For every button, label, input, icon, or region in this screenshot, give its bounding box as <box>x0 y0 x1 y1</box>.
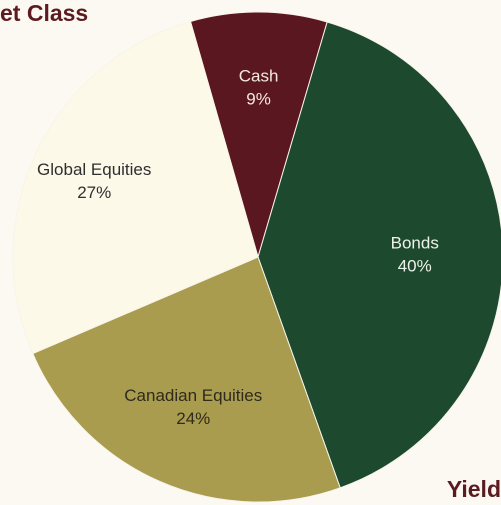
section-heading-asset-class: et Class <box>0 0 89 26</box>
pie-slice-cash <box>189 11 328 259</box>
slice-label-global-equities: Global Equities <box>37 160 151 179</box>
slice-value-cash: 9% <box>246 90 271 109</box>
slice-label-cash: Cash <box>239 67 279 86</box>
pie-slice-global-equities <box>12 20 259 355</box>
slice-value-canadian-equities: 24% <box>176 409 210 428</box>
slice-label-bonds: Bonds <box>391 234 439 253</box>
pie-slice-canadian-equities <box>32 256 341 503</box>
section-heading-yield: Yield <box>446 476 501 502</box>
slice-value-bonds: 40% <box>398 257 432 276</box>
slice-value-global-equities: 27% <box>77 183 111 202</box>
slice-label-canadian-equities: Canadian Equities <box>124 386 262 405</box>
pie-slice-bonds <box>257 21 501 489</box>
